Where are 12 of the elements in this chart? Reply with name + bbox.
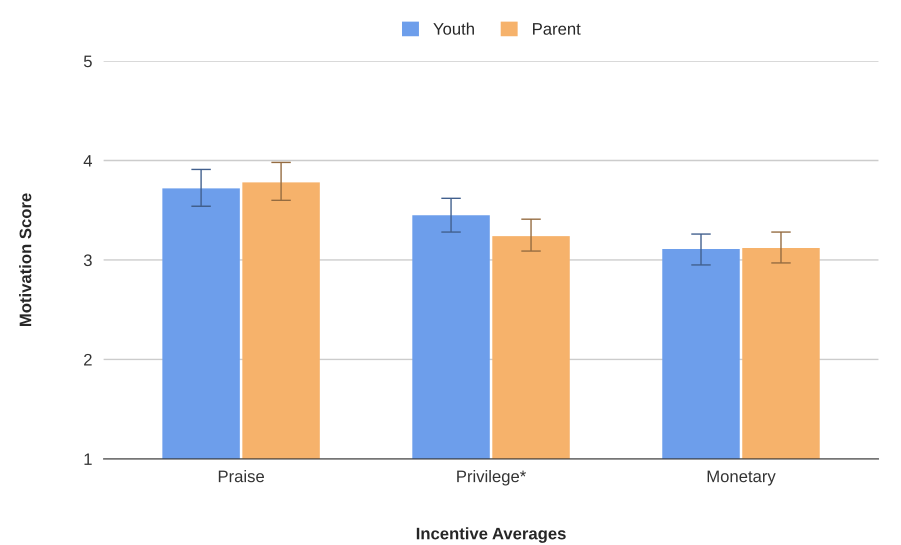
- y-tick-label: 5: [84, 56, 92, 68]
- y-tick-label: 3: [84, 254, 92, 266]
- legend-label: Parent: [533, 23, 581, 35]
- x-tick-label: Praise: [218, 470, 264, 482]
- y-axis-title: Motivation Score: [19, 193, 32, 326]
- y-tick-label: 4: [84, 155, 92, 167]
- legend-label: Youth: [433, 22, 474, 35]
- y-tick-label: 1: [84, 453, 92, 465]
- y-tick-label: 2: [84, 354, 92, 366]
- x-axis-title: Incentive Averages: [416, 527, 566, 543]
- x-tick-label: Monetary: [708, 470, 776, 486]
- x-tick-label: Privilege*: [457, 470, 526, 486]
